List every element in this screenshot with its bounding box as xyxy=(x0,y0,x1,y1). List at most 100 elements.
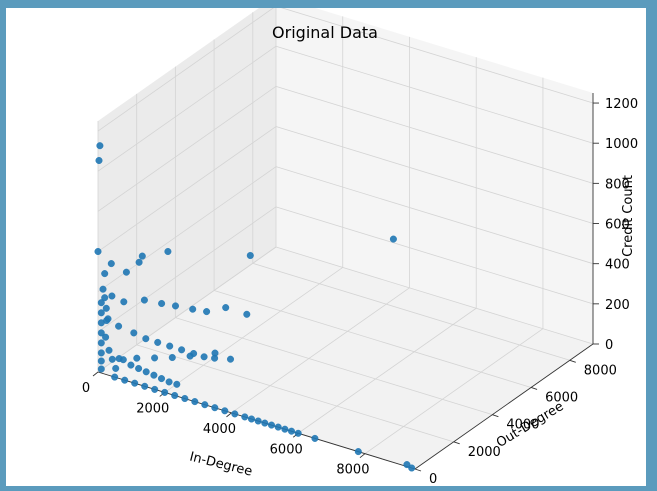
data-point xyxy=(101,294,109,302)
x-tick-mark xyxy=(359,453,366,459)
chart-title: Original Data xyxy=(272,23,378,42)
data-point xyxy=(178,346,186,354)
data-point xyxy=(151,354,159,362)
data-point xyxy=(288,427,296,435)
y-axis-label: Out-Degree xyxy=(494,399,567,451)
grid-lines xyxy=(97,8,594,470)
data-point xyxy=(403,461,411,469)
floor-pane xyxy=(98,247,593,469)
data-point xyxy=(107,260,115,268)
grid-line-z-back xyxy=(275,126,594,224)
z-tick-label: 1000 xyxy=(605,137,638,152)
data-point xyxy=(96,142,104,150)
x-tick-label: 2000 xyxy=(136,401,169,416)
back-pane xyxy=(276,8,593,344)
data-point xyxy=(151,385,159,393)
data-point xyxy=(97,339,105,347)
data-point xyxy=(104,315,112,323)
grid-line-z-back xyxy=(281,8,594,104)
x-tick-mark xyxy=(92,371,99,377)
data-point xyxy=(133,354,141,362)
data-point xyxy=(221,407,229,415)
data-point xyxy=(254,417,262,425)
scatter-3d-plot: 0 2000 4000 6000 8000 0 2000 4000 6000 8000 0 200 40… xyxy=(82,8,638,486)
x-axis-label: In-Degree xyxy=(188,450,254,480)
data-point xyxy=(94,247,102,255)
z-tick-label: 200 xyxy=(605,298,630,313)
data-point xyxy=(97,349,105,357)
data-point xyxy=(186,352,194,360)
y-tick-mark xyxy=(569,359,576,363)
grid-line-x-floor xyxy=(364,328,544,455)
data-point xyxy=(138,252,146,260)
data-point xyxy=(97,319,105,327)
z-tick-label: 1200 xyxy=(605,97,638,112)
grid-line-z-left xyxy=(97,86,277,212)
x-tick-label: 0 xyxy=(82,381,90,396)
y-tick-mark xyxy=(453,441,460,445)
data-point xyxy=(127,361,135,369)
data-point xyxy=(97,329,105,337)
data-point xyxy=(201,401,209,409)
y-tick-label: 0 xyxy=(429,472,437,486)
data-point xyxy=(97,299,105,307)
grid-line-z-left xyxy=(97,45,277,172)
axis-panes xyxy=(98,8,593,469)
data-point xyxy=(108,292,116,300)
data-point xyxy=(274,423,282,431)
data-point xyxy=(101,270,109,278)
data-point xyxy=(99,285,107,293)
data-point xyxy=(112,364,120,372)
data-point xyxy=(120,298,128,306)
data-point xyxy=(389,235,397,243)
data-point xyxy=(203,308,211,316)
data-points xyxy=(94,142,416,472)
data-point xyxy=(154,338,162,346)
grid-line-z-left xyxy=(97,206,277,333)
data-point xyxy=(108,355,116,363)
z-tick-label: 800 xyxy=(605,177,630,192)
figure-canvas: 0 2000 4000 6000 8000 0 2000 4000 6000 8000 0 200 40… xyxy=(6,8,646,486)
data-point xyxy=(122,268,130,276)
grid-line-z-left xyxy=(97,246,277,373)
data-point xyxy=(140,296,148,304)
data-point xyxy=(168,354,176,362)
z-axis-label: Credit Count xyxy=(621,175,636,257)
data-point xyxy=(164,247,172,255)
y-tick-label: 2000 xyxy=(468,445,501,460)
data-point xyxy=(408,464,416,472)
grid-line-y-floor xyxy=(136,344,454,443)
data-point xyxy=(243,310,251,318)
data-point xyxy=(97,365,105,373)
z-tick-label: 0 xyxy=(605,338,613,353)
data-point xyxy=(311,434,319,442)
data-point xyxy=(161,388,169,396)
data-point xyxy=(200,353,208,361)
y-tick-mark xyxy=(530,387,538,390)
data-point xyxy=(102,304,110,312)
grid-line-z-back xyxy=(275,85,594,184)
data-point xyxy=(165,378,173,386)
data-point xyxy=(97,357,105,365)
data-point xyxy=(241,413,249,421)
data-point xyxy=(181,395,189,403)
data-point xyxy=(111,373,119,381)
data-point xyxy=(294,429,302,437)
data-point xyxy=(261,419,269,427)
data-point xyxy=(166,342,174,350)
grid-line-z-left xyxy=(97,8,274,132)
data-point xyxy=(157,375,165,383)
data-point xyxy=(131,379,139,387)
data-point xyxy=(135,365,143,373)
data-point xyxy=(189,305,197,313)
data-point xyxy=(173,380,181,388)
data-point xyxy=(142,368,150,376)
grid-line-y-floor xyxy=(175,317,493,416)
y-tick-label: 6000 xyxy=(545,390,578,405)
z-tick-label: 600 xyxy=(605,218,630,233)
data-point xyxy=(142,335,150,343)
data-point xyxy=(115,355,123,363)
data-point xyxy=(150,371,158,379)
data-point xyxy=(105,346,113,354)
